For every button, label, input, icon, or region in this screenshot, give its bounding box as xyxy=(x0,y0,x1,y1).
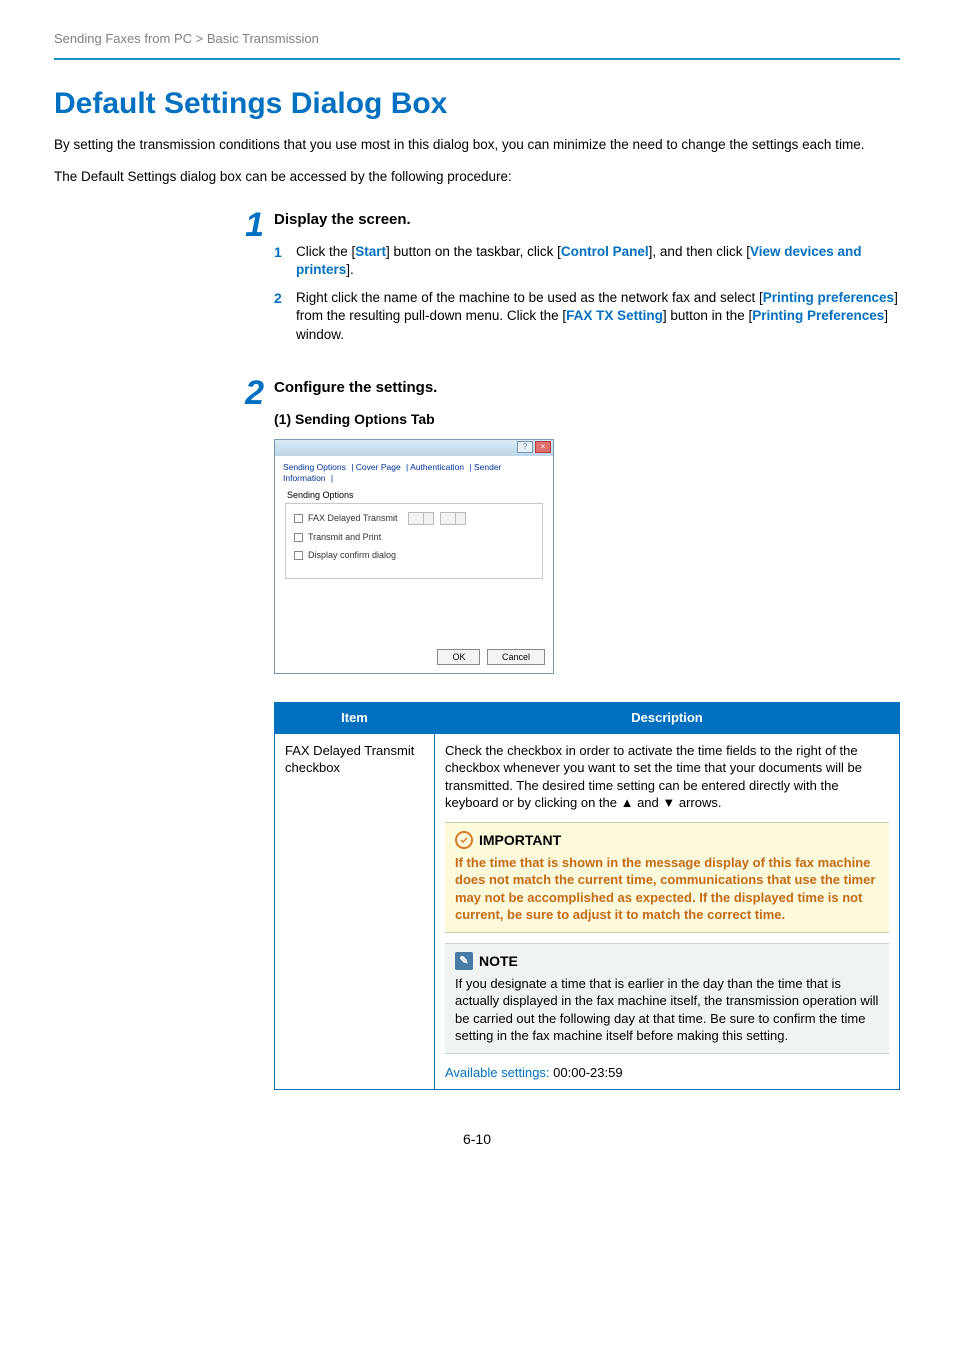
fax-delayed-transmit-label: FAX Delayed Transmit xyxy=(308,512,398,524)
text: ]. xyxy=(346,262,354,277)
settings-table: Item Description FAX Delayed Transmit ch… xyxy=(274,702,900,1090)
start-link: Start xyxy=(355,244,386,259)
minute-spinner xyxy=(440,512,466,525)
note-header: ✎ NOTE xyxy=(455,952,879,971)
text: Click the [ xyxy=(296,244,355,259)
dialog-body: Sending Options FAX Delayed Transmit xyxy=(275,485,553,645)
printing-preferences-link: Printing preferences xyxy=(763,290,894,305)
checkbox-icon xyxy=(294,551,303,560)
text: ] button in the [ xyxy=(663,308,752,323)
step-1-title: Display the screen. xyxy=(274,210,900,230)
note-body: If you designate a time that is earlier … xyxy=(455,975,879,1045)
close-icon: × xyxy=(535,441,551,453)
dialog-screenshot: ? × Sending Options | Cover Page | Authe… xyxy=(274,439,554,674)
note-icon: ✎ xyxy=(455,952,473,970)
checkbox-row: Display confirm dialog xyxy=(294,549,534,561)
description-text: Check the checkbox in order to activate … xyxy=(445,742,889,812)
ok-button: OK xyxy=(437,649,480,665)
step-number-2: 2 xyxy=(234,378,274,1091)
sending-options-group: FAX Delayed Transmit Transmit and Print xyxy=(285,503,543,579)
checkbox-icon xyxy=(294,533,303,542)
item-cell: FAX Delayed Transmit checkbox xyxy=(275,733,435,1090)
time-fields xyxy=(408,512,466,525)
important-label: IMPORTANT xyxy=(479,831,561,850)
note-callout: ✎ NOTE If you designate a time that is e… xyxy=(445,943,889,1054)
intro-paragraph-1: By setting the transmission conditions t… xyxy=(54,136,900,154)
tab-cover-page: Cover Page xyxy=(356,462,401,472)
text: ], and then click [ xyxy=(649,244,750,259)
substep-text: Click the [Start] button on the taskbar,… xyxy=(296,243,900,279)
important-icon xyxy=(455,831,473,849)
display-confirm-label: Display confirm dialog xyxy=(308,549,396,561)
checkbox-row: Transmit and Print xyxy=(294,531,534,543)
important-callout: IMPORTANT If the time that is shown in t… xyxy=(445,822,889,933)
transmit-and-print-label: Transmit and Print xyxy=(308,531,381,543)
hour-spinner xyxy=(408,512,434,525)
sending-options-subheading: (1) Sending Options Tab xyxy=(274,410,900,429)
substep-num: 2 xyxy=(274,289,296,344)
table-row: FAX Delayed Transmit checkbox Check the … xyxy=(275,733,900,1090)
substep-1-1: 1 Click the [Start] button on the taskba… xyxy=(274,243,900,279)
header-rule xyxy=(54,58,900,60)
step-number-1: 1 xyxy=(234,210,274,353)
dialog-tabs: Sending Options | Cover Page | Authentic… xyxy=(275,456,553,485)
checkbox-row: FAX Delayed Transmit xyxy=(294,512,534,525)
important-header: IMPORTANT xyxy=(455,831,879,850)
available-label: Available settings: xyxy=(445,1065,553,1080)
table-header-row: Item Description xyxy=(275,703,900,734)
dialog-titlebar: ? × xyxy=(275,440,553,456)
text: Right click the name of the machine to b… xyxy=(296,290,763,305)
text: ] button on the taskbar, click [ xyxy=(386,244,561,259)
tab-sending-options: Sending Options xyxy=(283,462,346,472)
printing-preferences-window-link: Printing Preferences xyxy=(752,308,884,323)
substep-num: 1 xyxy=(274,243,296,279)
important-body: If the time that is shown in the message… xyxy=(455,854,879,924)
available-settings: Available settings: 00:00-23:59 xyxy=(445,1064,889,1082)
step-2-title: Configure the settings. xyxy=(274,378,900,398)
page-number: 6-10 xyxy=(54,1130,900,1149)
note-label: NOTE xyxy=(479,952,518,971)
window-buttons: ? × xyxy=(517,441,551,453)
dialog-button-row: OK Cancel xyxy=(275,645,553,673)
fax-tx-setting-link: FAX TX Setting xyxy=(566,308,663,323)
available-value: 00:00-23:59 xyxy=(553,1065,622,1080)
page-title: Default Settings Dialog Box xyxy=(54,84,900,125)
control-panel-link: Control Panel xyxy=(561,244,649,259)
breadcrumb: Sending Faxes from PC > Basic Transmissi… xyxy=(54,30,900,48)
step-2: 2 Configure the settings. (1) Sending Op… xyxy=(234,378,900,1091)
substep-1-2: 2 Right click the name of the machine to… xyxy=(274,289,900,344)
step-1: 1 Display the screen. 1 Click the [Start… xyxy=(234,210,900,353)
substep-text: Right click the name of the machine to b… xyxy=(296,289,900,344)
col-description-header: Description xyxy=(435,703,900,734)
intro-paragraph-2: The Default Settings dialog box can be a… xyxy=(54,168,900,186)
cancel-button: Cancel xyxy=(487,649,545,665)
tab-authentication: Authentication xyxy=(410,462,464,472)
col-item-header: Item xyxy=(275,703,435,734)
group-label: Sending Options xyxy=(285,490,356,500)
checkbox-icon xyxy=(294,514,303,523)
description-cell: Check the checkbox in order to activate … xyxy=(435,733,900,1090)
help-button-icon: ? xyxy=(517,441,533,453)
